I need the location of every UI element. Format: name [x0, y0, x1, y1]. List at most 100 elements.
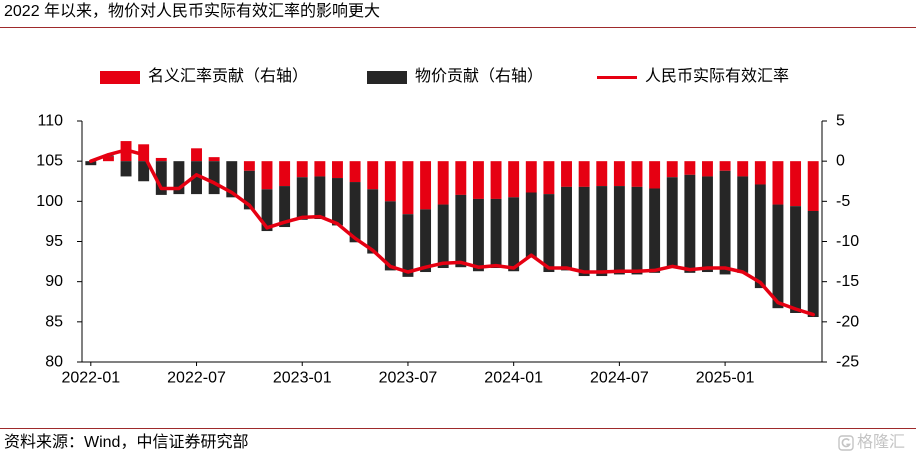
reer-point	[723, 266, 727, 270]
reer-point	[195, 173, 198, 177]
reer-point	[300, 215, 304, 219]
bar-price-contribution	[631, 186, 643, 275]
bar-nominal-contribution	[138, 144, 150, 162]
reer-point	[265, 226, 269, 230]
legend-label-reer: 人民币实际有效汇率	[645, 68, 790, 85]
bar-nominal-contribution	[737, 161, 749, 177]
right-axis-tick-label: 0	[836, 153, 845, 170]
right-axis-tick-label: -15	[836, 273, 859, 290]
bar-nominal-contribution	[455, 161, 467, 195]
bar-price-contribution	[490, 198, 502, 269]
bar-nominal-contribution	[332, 161, 343, 179]
bar-price-contribution	[173, 161, 185, 195]
reer-point	[124, 148, 128, 152]
reer-point	[371, 248, 375, 252]
reer-point	[212, 181, 216, 185]
bar-nominal-contribution	[208, 157, 220, 162]
left-axis-tick-label: 85	[45, 313, 63, 330]
bar-price-contribution	[561, 186, 572, 271]
legend-swatch-nominal-contribution	[100, 70, 140, 84]
right-axis-tick-label: -25	[836, 354, 859, 371]
reer-point	[565, 266, 568, 270]
bar-nominal-contribution	[296, 161, 308, 178]
right-axis-tick-label: 5	[836, 113, 845, 130]
bar-price-contribution	[208, 161, 220, 195]
bar-nominal-contribution	[807, 161, 819, 211]
bar-price-contribution	[455, 194, 467, 268]
reer-point	[142, 153, 146, 157]
reer-point	[670, 264, 674, 268]
reer-point	[635, 269, 639, 273]
bar-nominal-contribution	[754, 161, 766, 185]
reer-point	[811, 313, 815, 317]
bar-nominal-contribution	[191, 148, 202, 162]
left-axis-tick-label: 80	[45, 354, 63, 371]
x-axis-tick-label: 2024-07	[590, 370, 649, 387]
bar-price-contribution	[138, 161, 150, 182]
source-divider	[0, 428, 916, 429]
watermark: 格隆汇	[838, 433, 905, 453]
bar-price-contribution	[578, 186, 590, 277]
bar-nominal-contribution	[525, 161, 537, 193]
bar-nominal-contribution	[790, 161, 802, 207]
bar-price-contribution	[596, 186, 608, 277]
bar-nominal-contribution	[349, 161, 361, 183]
bar-price-contribution	[649, 188, 661, 273]
reer-point	[741, 270, 745, 274]
legend-label-nominal-contribution: 名义汇率贡献（右轴）	[148, 68, 309, 85]
bar-price-contribution	[332, 178, 343, 226]
bar-price-contribution	[666, 177, 678, 269]
bar-nominal-contribution	[155, 157, 167, 162]
left-axis-tick-label: 105	[36, 153, 63, 170]
bar-nominal-contribution	[314, 161, 326, 177]
bar-nominal-contribution	[631, 161, 643, 187]
bar-nominal-contribution	[402, 161, 414, 215]
bar-nominal-contribution	[102, 156, 114, 162]
line-layer	[89, 148, 815, 317]
legend-swatch-price-contribution	[367, 70, 407, 84]
reer-point	[230, 191, 234, 194]
x-axis-tick-label: 2023-07	[379, 370, 438, 387]
left-axis-tick-label: 90	[45, 273, 63, 290]
bar-nominal-contribution	[543, 161, 555, 195]
source-note: 资料来源：Wind，中信证券研究部	[4, 434, 249, 451]
x-axis-tick-label: 2022-01	[61, 370, 120, 387]
bar-nominal-contribution	[702, 161, 713, 177]
bar-price-contribution	[807, 210, 819, 318]
bar-nominal-contribution	[649, 161, 661, 189]
reer-point	[336, 222, 339, 226]
bar-price-contribution	[472, 198, 484, 272]
reer-point	[89, 159, 93, 163]
reer-point	[353, 236, 357, 240]
bar-price-contribution	[402, 214, 414, 277]
reer-point	[582, 270, 586, 274]
bar-nominal-contribution	[261, 161, 273, 190]
reer-point	[318, 215, 322, 219]
bar-price-contribution	[367, 189, 379, 254]
x-axis-tick-label: 2024-01	[484, 370, 543, 387]
bar-nominal-contribution	[367, 161, 379, 190]
bar-nominal-contribution	[719, 161, 731, 171]
bar-nominal-contribution	[684, 161, 696, 175]
legend-item-reer: 人民币实际有效汇率	[597, 67, 789, 87]
bar-price-contribution	[314, 176, 326, 220]
watermark-text: 格隆汇	[857, 434, 906, 451]
bar-nominal-contribution	[384, 161, 396, 202]
reer-point	[794, 307, 798, 311]
reer-point	[177, 187, 181, 190]
bar-price-contribution	[279, 186, 291, 228]
reer-point	[247, 203, 251, 207]
reer-point	[159, 187, 163, 190]
bar-layer	[85, 141, 819, 318]
bar-price-contribution	[702, 176, 713, 273]
bar-price-contribution	[296, 177, 308, 220]
chart-legend: 名义汇率贡献（右轴） 物价贡献（右轴） 人民币实际有效汇率	[0, 67, 916, 87]
right-axis-tick-label: -10	[836, 233, 859, 250]
bar-price-contribution	[437, 204, 449, 269]
bar-price-contribution	[737, 176, 749, 273]
bar-nominal-contribution	[472, 161, 484, 199]
bar-price-contribution	[261, 189, 273, 232]
bar-nominal-contribution	[561, 161, 572, 187]
bar-price-contribution	[719, 170, 731, 275]
